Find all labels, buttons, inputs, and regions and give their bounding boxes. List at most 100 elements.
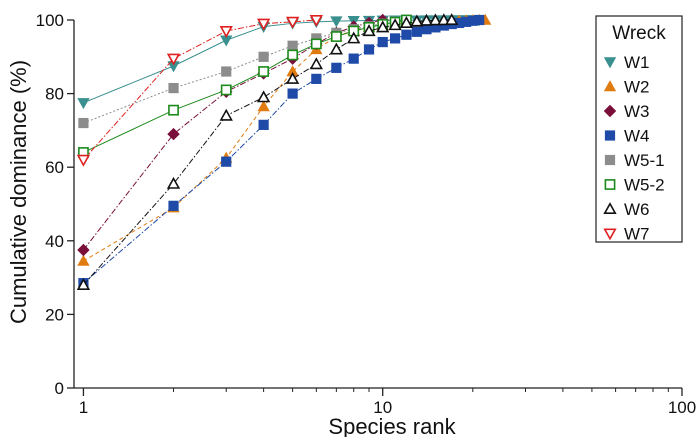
data-point-w4 xyxy=(287,88,298,99)
legend-item-w4: W4 xyxy=(604,127,650,146)
data-point-w6 xyxy=(419,13,434,26)
data-point-w6 xyxy=(388,18,402,31)
data-point-w7 xyxy=(256,18,271,31)
data-point-w3 xyxy=(77,243,90,257)
data-point-w1 xyxy=(330,16,343,28)
data-point-w6 xyxy=(76,278,91,290)
data-point-w5-2 xyxy=(220,84,232,96)
legend-label-w2: W2 xyxy=(624,78,650,97)
data-point-w5-2 xyxy=(287,49,299,61)
data-point-w3 xyxy=(167,127,180,141)
data-point-w7 xyxy=(76,154,91,167)
data-point-w6 xyxy=(362,24,376,37)
data-point-w7 xyxy=(285,16,300,29)
y-tick-label: 80 xyxy=(45,85,64,104)
series-w6 xyxy=(76,13,459,290)
data-point-w4 xyxy=(331,62,342,73)
data-point-w7 xyxy=(166,53,181,66)
legend-label-w7: W7 xyxy=(624,225,650,244)
series-layer xyxy=(76,13,492,290)
x-tick-label: 100 xyxy=(668,398,696,417)
data-point-w6 xyxy=(219,108,233,121)
legend-item-w5-1: W5-1 xyxy=(604,151,665,170)
data-point-w6 xyxy=(376,20,390,33)
data-point-w1 xyxy=(77,98,90,110)
data-point-w6 xyxy=(445,13,459,26)
legend-item-w3: W3 xyxy=(603,102,650,121)
data-point-w6 xyxy=(166,176,181,189)
data-point-w2 xyxy=(257,100,270,112)
legend: Wreck W1 W2 W3 W4 W5-1 W5-2 W6 W7 xyxy=(595,15,683,244)
y-axis-title: Cumulative dominance (%) xyxy=(6,60,31,324)
series-w5-1 xyxy=(78,14,412,129)
data-point-w4 xyxy=(401,29,412,40)
series-line-w4 xyxy=(83,19,480,284)
y-tick-label: 60 xyxy=(45,158,64,177)
legend-marker-w4 xyxy=(604,130,616,141)
legend-item-w2: W2 xyxy=(603,78,650,97)
x-axis-title: Species rank xyxy=(328,414,456,437)
series-w5-2 xyxy=(78,14,412,158)
data-point-w6 xyxy=(329,42,344,55)
data-point-w4 xyxy=(221,156,232,167)
data-point-w6 xyxy=(399,16,414,28)
data-point-w4 xyxy=(363,44,375,55)
data-point-w6 xyxy=(309,57,323,70)
data-point-w4 xyxy=(258,119,269,130)
series-line-w3 xyxy=(83,19,383,251)
data-point-w5-2 xyxy=(310,38,322,50)
data-point-w5-1 xyxy=(168,82,179,94)
legend-items: W1 W2 W3 W4 W5-1 W5-2 W6 W7 xyxy=(603,53,665,244)
data-point-w7 xyxy=(219,26,233,38)
legend-label-w3: W3 xyxy=(624,102,650,121)
data-point-w6 xyxy=(437,13,451,26)
legend-label-w5-1: W5-1 xyxy=(624,151,665,170)
series-w2 xyxy=(77,13,492,266)
data-point-w5-1 xyxy=(287,40,298,51)
legend-marker-w1 xyxy=(603,57,617,69)
data-point-w6 xyxy=(410,14,424,27)
data-point-w4 xyxy=(348,53,359,64)
legend-marker-w3 xyxy=(603,104,617,118)
series-w7 xyxy=(76,14,323,167)
y-tick-label: 100 xyxy=(36,11,64,30)
axes xyxy=(73,20,682,389)
data-point-w5-2 xyxy=(330,31,342,42)
x-tick-label: 1 xyxy=(79,398,88,417)
legend-label-w4: W4 xyxy=(624,127,650,146)
data-point-w6 xyxy=(285,71,300,84)
legend-marker-w2 xyxy=(603,80,617,92)
y-tick-label: 40 xyxy=(45,232,64,251)
legend-item-w5-2: W5-2 xyxy=(604,176,665,195)
y-tick-label: 0 xyxy=(55,379,64,398)
data-point-w4 xyxy=(311,73,322,84)
data-point-w4 xyxy=(377,36,388,48)
ticks: 0 20 40 60 80 100 1 10 100 xyxy=(36,11,697,417)
data-point-w5-1 xyxy=(221,66,232,77)
data-point-w5-1 xyxy=(258,51,269,62)
data-point-w5-1 xyxy=(78,117,89,129)
series-w4 xyxy=(78,14,485,289)
data-point-w4 xyxy=(411,26,422,37)
data-point-w5-2 xyxy=(258,66,270,77)
data-point-w6 xyxy=(428,13,443,26)
legend-marker-w6 xyxy=(603,202,617,215)
legend-item-w7: W7 xyxy=(603,225,650,244)
series-line-w2 xyxy=(83,19,486,262)
legend-marker-w7 xyxy=(603,228,617,241)
data-point-w4 xyxy=(474,14,485,26)
legend-item-w6: W6 xyxy=(603,200,650,219)
legend-label-w6: W6 xyxy=(624,200,650,219)
data-point-w2 xyxy=(77,254,90,266)
legend-title: Wreck xyxy=(612,23,666,44)
legend-item-w1: W1 xyxy=(603,53,650,72)
data-point-w6 xyxy=(347,31,361,44)
legend-marker-w5-1 xyxy=(604,154,616,166)
data-point-w4 xyxy=(421,24,432,35)
y-tick-label: 20 xyxy=(45,305,64,324)
legend-label-w1: W1 xyxy=(624,53,650,72)
series-w3 xyxy=(77,13,389,257)
legend-marker-w5-2 xyxy=(604,179,616,190)
